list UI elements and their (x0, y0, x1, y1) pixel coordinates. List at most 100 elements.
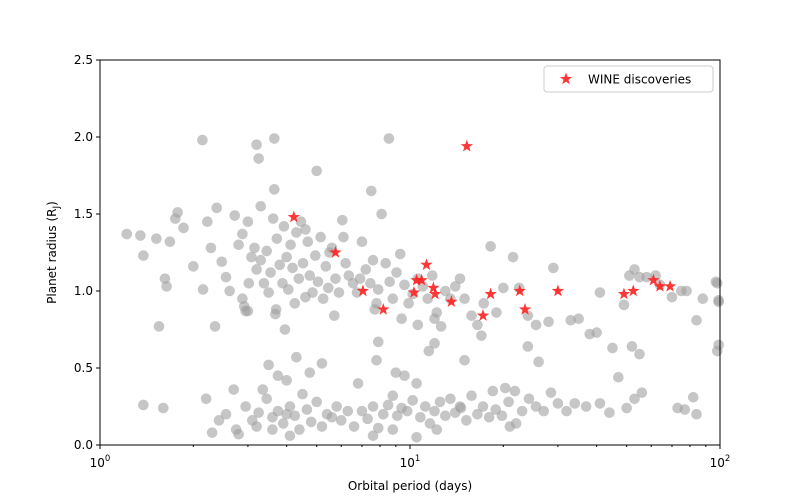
planet-point (354, 273, 366, 284)
planet-point (281, 408, 292, 420)
planet-point (681, 285, 692, 297)
planet-point (391, 267, 402, 278)
planet-point (533, 356, 544, 368)
planet-point (621, 402, 632, 414)
planet-point (274, 259, 286, 271)
planet-point (516, 405, 528, 417)
planet-point (311, 396, 322, 408)
planet-point (477, 401, 489, 412)
planet-point (281, 251, 292, 263)
planet-point (383, 133, 395, 144)
planet-point (270, 304, 282, 315)
planet-point (423, 345, 435, 357)
y-axis-ticks: 0.0 0.5 1.0 1.5 2.0 2.5 (74, 53, 100, 452)
planet-point (377, 408, 389, 420)
planet-point (337, 214, 348, 226)
planet-point (301, 404, 313, 415)
planet-point (294, 424, 305, 435)
planet-point (365, 185, 377, 197)
x-tick-label: 100 (90, 454, 111, 470)
planet-point (713, 296, 724, 308)
planet-point (426, 270, 438, 281)
y-axis-label-subscript: J (52, 206, 62, 210)
y-tick-label: 1.5 (74, 207, 93, 221)
planet-point (483, 411, 495, 423)
planet-point (387, 424, 399, 435)
planet-point (157, 402, 169, 414)
planet-point (255, 201, 267, 212)
y-tick-label: 1.0 (74, 284, 93, 298)
planet-point (440, 285, 451, 297)
wine-discovery-point (653, 279, 667, 292)
planet-point (188, 261, 199, 272)
planet-point (200, 393, 212, 405)
planet-point (331, 401, 342, 412)
planet-point (211, 202, 223, 214)
planet-point (342, 405, 354, 417)
planet-point (206, 427, 218, 438)
planet-point (316, 358, 328, 369)
planet-point (509, 385, 521, 397)
planet-point (304, 367, 316, 378)
planet-point (380, 257, 392, 269)
planet-point (626, 341, 638, 352)
planet-point (237, 293, 248, 305)
planet-point (401, 405, 413, 417)
planet-point (522, 341, 534, 352)
planet-point (138, 399, 149, 411)
planet-point (224, 285, 235, 297)
planet-point (272, 370, 284, 382)
planet-point (422, 293, 433, 305)
planet-point (367, 401, 379, 412)
planet-point (269, 133, 280, 144)
planet-point (258, 278, 270, 289)
wine-discovery-point (513, 284, 526, 297)
planet-point (320, 261, 332, 272)
planet-point (382, 399, 394, 411)
planet-point (429, 405, 440, 417)
wine-discovery-point (427, 281, 440, 294)
planet-point (295, 216, 307, 227)
planet-point (289, 410, 301, 422)
planet-point (500, 382, 511, 394)
planet-point (543, 316, 554, 328)
planet-point (459, 293, 470, 305)
planet-point (530, 401, 542, 412)
wine-discovery-point (287, 210, 301, 223)
y-axis-label-main: Planet radius (R (45, 208, 59, 303)
planet-point (412, 319, 424, 331)
planet-point (261, 393, 273, 405)
planet-point (213, 415, 225, 426)
planet-point (246, 251, 257, 263)
planet-point (459, 355, 470, 366)
planet-point (253, 153, 264, 164)
planet-point (390, 367, 402, 378)
planet-point (411, 432, 422, 443)
planet-point (271, 233, 283, 244)
planet-point (138, 250, 149, 261)
planet-point (324, 247, 335, 258)
planet-point (360, 264, 372, 275)
planet-point (297, 257, 309, 269)
planet-point (613, 371, 624, 383)
planet-point (300, 224, 311, 235)
planet-point (305, 416, 317, 428)
planet-point (287, 262, 298, 274)
planet-point (545, 387, 557, 398)
planet-point (445, 393, 456, 405)
planet-point (153, 321, 165, 332)
wine-discovery-point (445, 295, 458, 308)
planet-point (496, 410, 508, 422)
x-tick-label: 102 (710, 454, 731, 470)
planet-point (607, 342, 618, 354)
planet-point (510, 418, 522, 429)
planet-point (367, 430, 379, 442)
planet-point (591, 327, 602, 338)
planet-point (356, 236, 368, 248)
legend-star-marker (559, 72, 573, 85)
planet-point (491, 307, 502, 318)
planet-point (580, 401, 592, 412)
legend: WINE discoveries (543, 65, 714, 93)
planet-point (454, 401, 466, 412)
